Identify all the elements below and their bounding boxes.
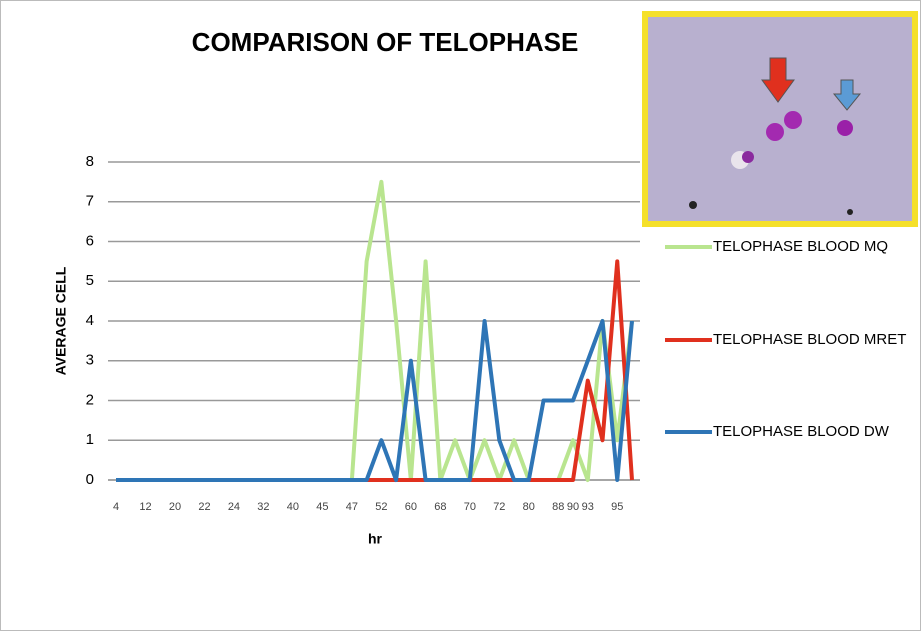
cell (766, 123, 784, 141)
x-tick-label: 52 (375, 501, 387, 513)
y-tick-label: 7 (86, 193, 94, 210)
legend-label: TELOPHASE BLOOD DW (713, 423, 890, 440)
debris (847, 209, 853, 215)
y-tick-label: 0 (86, 471, 94, 488)
x-tick-label: 80 (523, 501, 535, 513)
debris (689, 201, 697, 209)
x-tick-label: 12 (139, 501, 151, 513)
x-tick-label: 32 (257, 501, 269, 513)
x-tick-label: 47 (346, 501, 358, 513)
x-tick-label: 24 (228, 501, 240, 513)
y-tick-label: 6 (86, 232, 94, 249)
y-tick-label: 5 (86, 272, 94, 289)
cell (837, 120, 853, 136)
x-tick-label: 40 (287, 501, 299, 513)
x-tick-label: 45 (316, 501, 328, 513)
chart: COMPARISON OF TELOPHASE hr AVERAGE CELL … (0, 0, 921, 631)
legend-label: TELOPHASE BLOOD MQ (713, 238, 888, 255)
y-axis-label: AVERAGE CELL (53, 266, 69, 375)
x-tick-label: 22 (198, 501, 210, 513)
chart-title: COMPARISON OF TELOPHASE (192, 27, 579, 57)
x-tick-label: 20 (169, 501, 181, 513)
x-axis-label: hr (368, 531, 383, 547)
x-tick-label: 70 (464, 501, 476, 513)
x-tick-label: 93 (582, 501, 594, 513)
cell (742, 151, 754, 163)
photo (645, 14, 915, 224)
y-tick-label: 8 (86, 153, 94, 170)
legend-label: TELOPHASE BLOOD MRET (713, 331, 906, 348)
y-tick-label: 4 (86, 312, 94, 329)
x-tick-label: 90 (567, 501, 579, 513)
x-tick-label: 60 (405, 501, 417, 513)
x-tick-label: 4 (113, 501, 119, 513)
y-tick-label: 1 (86, 431, 94, 448)
x-tick-label: 95 (611, 501, 623, 513)
y-tick-label: 2 (86, 391, 94, 408)
x-tick-label: 68 (434, 501, 446, 513)
x-tick-label: 88 (552, 501, 564, 513)
photo-inset (645, 14, 915, 224)
cell (784, 111, 802, 129)
y-tick-label: 3 (86, 352, 94, 369)
x-tick-label: 72 (493, 501, 505, 513)
